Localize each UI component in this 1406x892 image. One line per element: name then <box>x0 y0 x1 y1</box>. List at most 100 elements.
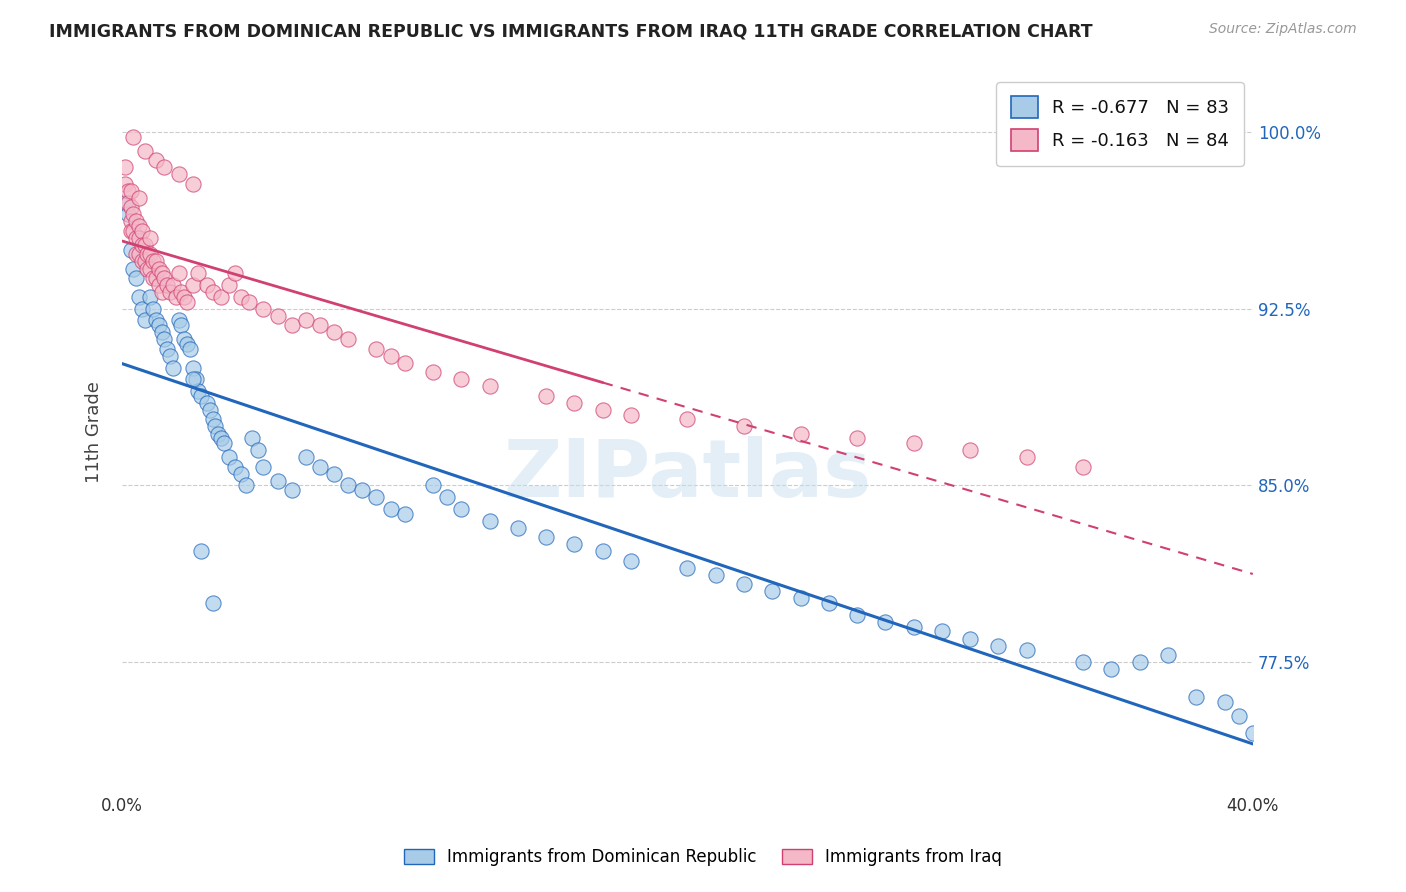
Point <box>150 325 173 339</box>
Point <box>134 238 156 252</box>
Point <box>173 332 195 346</box>
Point <box>620 554 643 568</box>
Point <box>534 530 557 544</box>
Point <box>181 372 204 386</box>
Point <box>422 478 444 492</box>
Point <box>128 247 150 261</box>
Point <box>156 278 179 293</box>
Point <box>352 483 374 497</box>
Point <box>184 372 207 386</box>
Point <box>436 490 458 504</box>
Point <box>134 254 156 268</box>
Point <box>125 271 148 285</box>
Point <box>1213 695 1236 709</box>
Point <box>366 342 388 356</box>
Point <box>238 294 260 309</box>
Point <box>209 290 232 304</box>
Point <box>114 177 136 191</box>
Point <box>114 160 136 174</box>
Point <box>1071 459 1094 474</box>
Point <box>139 290 162 304</box>
Point <box>676 412 699 426</box>
Point <box>153 332 176 346</box>
Point <box>592 403 614 417</box>
Point <box>162 360 184 375</box>
Point <box>167 313 190 327</box>
Point <box>170 318 193 332</box>
Point <box>125 247 148 261</box>
Point <box>309 459 332 474</box>
Point <box>120 200 142 214</box>
Point <box>195 278 218 293</box>
Point <box>131 301 153 316</box>
Point <box>1185 690 1208 705</box>
Point <box>224 459 246 474</box>
Point <box>150 266 173 280</box>
Point <box>212 436 235 450</box>
Point <box>1015 450 1038 464</box>
Point <box>190 389 212 403</box>
Point <box>148 278 170 293</box>
Point <box>122 224 145 238</box>
Point <box>218 450 240 464</box>
Point <box>280 483 302 497</box>
Point <box>187 266 209 280</box>
Point <box>131 254 153 268</box>
Point <box>733 577 755 591</box>
Point <box>789 591 811 606</box>
Point <box>201 412 224 426</box>
Point <box>125 231 148 245</box>
Text: IMMIGRANTS FROM DOMINICAN REPUBLIC VS IMMIGRANTS FROM IRAQ 11TH GRADE CORRELATIO: IMMIGRANTS FROM DOMINICAN REPUBLIC VS IM… <box>49 22 1092 40</box>
Point <box>128 231 150 245</box>
Point <box>903 436 925 450</box>
Point <box>142 301 165 316</box>
Point <box>676 561 699 575</box>
Point <box>120 243 142 257</box>
Point <box>931 624 953 639</box>
Point <box>136 247 159 261</box>
Point <box>266 309 288 323</box>
Point <box>366 490 388 504</box>
Point <box>478 379 501 393</box>
Point <box>959 632 981 646</box>
Point <box>959 442 981 457</box>
Point <box>240 431 263 445</box>
Point <box>122 261 145 276</box>
Point <box>294 313 316 327</box>
Point <box>122 207 145 221</box>
Point <box>162 278 184 293</box>
Point <box>380 349 402 363</box>
Point <box>846 431 869 445</box>
Point <box>235 478 257 492</box>
Point <box>218 278 240 293</box>
Point <box>323 467 346 481</box>
Point <box>190 544 212 558</box>
Point <box>134 144 156 158</box>
Point <box>564 537 586 551</box>
Point <box>167 167 190 181</box>
Y-axis label: 11th Grade: 11th Grade <box>86 382 103 483</box>
Point <box>165 290 187 304</box>
Point <box>1227 709 1250 723</box>
Point <box>125 214 148 228</box>
Point <box>128 219 150 234</box>
Point <box>170 285 193 300</box>
Point <box>1157 648 1180 662</box>
Point <box>337 478 360 492</box>
Point <box>181 278 204 293</box>
Point <box>224 266 246 280</box>
Point <box>266 474 288 488</box>
Point <box>145 254 167 268</box>
Point <box>117 207 139 221</box>
Point <box>173 290 195 304</box>
Point <box>142 271 165 285</box>
Point <box>422 365 444 379</box>
Point <box>117 184 139 198</box>
Point <box>134 313 156 327</box>
Point <box>394 356 416 370</box>
Point <box>120 184 142 198</box>
Point <box>380 502 402 516</box>
Point <box>142 254 165 268</box>
Point <box>145 271 167 285</box>
Point <box>229 290 252 304</box>
